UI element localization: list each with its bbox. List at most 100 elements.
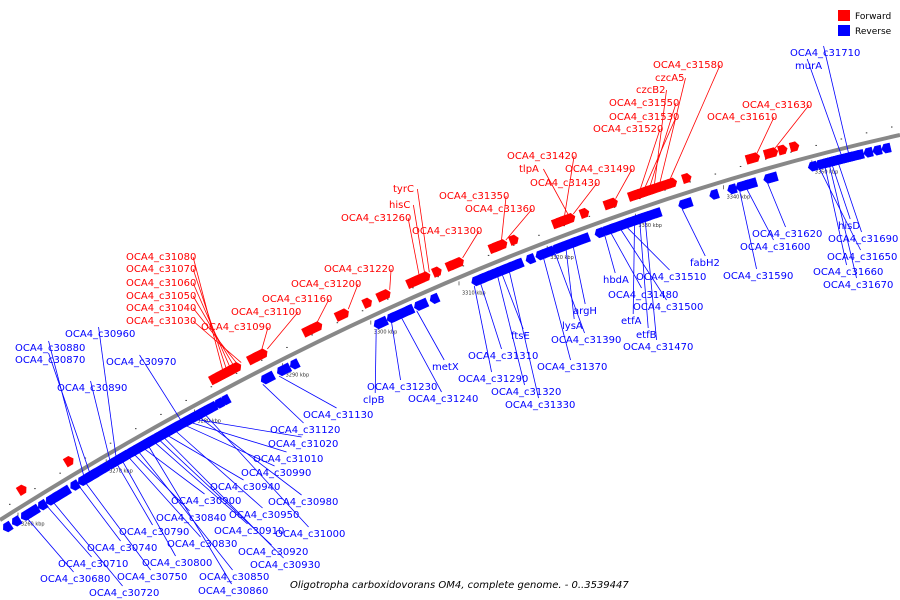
gene-feature-reverse[interactable]	[651, 207, 663, 219]
gene-feature-oca4-c31610[interactable]	[744, 152, 761, 165]
gene-label-oca4-c30800[interactable]: OCA4_c30800	[142, 558, 212, 569]
gene-label-oca4-c31690[interactable]: OCA4_c31690	[828, 234, 898, 245]
gene-feature-forward[interactable]	[311, 320, 324, 333]
gene-feature-forward[interactable]	[666, 177, 678, 189]
gene-label-oca4-c31520[interactable]: OCA4_c31520	[593, 124, 663, 135]
gene-label-oca4-c31130[interactable]: OCA4_c31130	[303, 410, 373, 421]
gene-feature-oca4-c31090[interactable]	[245, 351, 263, 366]
gene-label-oca4-c31330[interactable]: OCA4_c31330	[505, 400, 575, 411]
gene-label-oca4-c31420[interactable]: OCA4_c31420	[507, 151, 577, 162]
gene-label-oca4-c31650[interactable]: OCA4_c31650	[827, 252, 897, 263]
gene-label-oca4-c30870[interactable]: OCA4_c30870	[15, 355, 85, 366]
gene-feature-oca4-c31360[interactable]	[492, 238, 508, 253]
gene-feature-reverse[interactable]	[872, 144, 883, 156]
gene-label-oca4-c30990[interactable]: OCA4_c30990	[241, 468, 311, 479]
gene-feature-oca4-c31120[interactable]	[259, 370, 276, 385]
gene-feature-reverse[interactable]	[288, 358, 301, 371]
gene-feature-oca4-c31620[interactable]	[762, 171, 779, 184]
gene-label-hbda[interactable]: hbdA	[603, 275, 629, 286]
gene-feature-oca4-c31000[interactable]	[202, 400, 219, 416]
gene-label-hisd[interactable]: hisD	[838, 221, 860, 232]
gene-feature-reverse[interactable]	[593, 227, 606, 239]
gene-feature-forward[interactable]	[578, 207, 591, 219]
gene-label-etfa[interactable]: etfA	[621, 316, 642, 327]
gene-label-oca4-c30790[interactable]: OCA4_c30790	[119, 527, 189, 538]
gene-feature-oca4-c31030[interactable]	[226, 361, 243, 376]
gene-feature-reverse[interactable]	[59, 484, 73, 497]
gene-feature-fabh2[interactable]	[677, 197, 694, 210]
gene-label-oca4-c31610[interactable]: OCA4_c31610	[707, 112, 777, 123]
gene-feature-reverse[interactable]	[141, 436, 154, 449]
gene-label-oca4-c31040[interactable]: OCA4_c31040	[126, 303, 196, 314]
gene-label-oca4-c31710[interactable]: OCA4_c31710	[790, 48, 860, 59]
gene-feature-reverse[interactable]	[170, 420, 183, 433]
gene-feature-reverse[interactable]	[10, 515, 23, 527]
gene-label-mura[interactable]: murA	[795, 61, 822, 72]
gene-label-oca4-c31500[interactable]: OCA4_c31500	[633, 302, 703, 313]
gene-feature-reverse[interactable]	[219, 393, 232, 406]
gene-feature-reverse[interactable]	[385, 311, 398, 324]
gene-feature-forward[interactable]	[788, 141, 800, 153]
gene-label-oca4-c31070[interactable]: OCA4_c31070	[126, 264, 196, 275]
gene-label-oca4-c30830[interactable]: OCA4_c30830	[167, 539, 237, 550]
gene-feature-oca4-c30750[interactable]	[82, 468, 100, 484]
gene-label-oca4-c31470[interactable]: OCA4_c31470	[623, 342, 693, 353]
gene-label-oca4-c31000[interactable]: OCA4_c31000	[275, 529, 345, 540]
gene-label-oca4-c30920[interactable]: OCA4_c30920	[238, 547, 308, 558]
gene-feature-forward[interactable]	[361, 297, 374, 309]
gene-label-oca4-c30840[interactable]: OCA4_c30840	[156, 513, 226, 524]
gene-label-oca4-c31320[interactable]: OCA4_c31320	[491, 387, 561, 398]
gene-feature-reverse[interactable]	[127, 444, 140, 457]
gene-label-etfb[interactable]: etfB	[636, 330, 657, 341]
gene-label-oca4-c30740[interactable]: OCA4_c30740	[87, 543, 157, 554]
gene-label-tlpa[interactable]: tlpA	[519, 164, 539, 175]
gene-label-oca4-c31100[interactable]: OCA4_c31100	[231, 307, 301, 318]
gene-feature-oca4-c31260[interactable]	[405, 275, 422, 290]
gene-feature-reverse[interactable]	[534, 249, 547, 261]
gene-feature-reverse[interactable]	[863, 146, 874, 158]
gene-feature-metx[interactable]	[413, 297, 430, 312]
gene-feature-reverse[interactable]	[807, 160, 819, 172]
gene-label-oca4-c31300[interactable]: OCA4_c31300	[412, 226, 482, 237]
gene-label-oca4-c31370[interactable]: OCA4_c31370	[537, 362, 607, 373]
gene-feature-forward[interactable]	[444, 260, 457, 272]
gene-label-oca4-c31580[interactable]: OCA4_c31580	[653, 60, 723, 71]
gene-feature-oca4-c31200[interactable]	[333, 307, 351, 322]
gene-feature-oca4-c31490[interactable]	[602, 197, 619, 211]
gene-label-oca4-c30940[interactable]: OCA4_c30940	[210, 482, 280, 493]
gene-feature-reverse[interactable]	[19, 509, 32, 522]
gene-label-oca4-c31360[interactable]: OCA4_c31360	[465, 204, 535, 215]
gene-label-oca4-c30720[interactable]: OCA4_c30720	[89, 588, 159, 599]
gene-feature-reverse[interactable]	[726, 183, 738, 195]
gene-label-oca4-c31310[interactable]: OCA4_c31310	[468, 351, 538, 362]
gene-feature-forward[interactable]	[777, 144, 788, 156]
gene-label-oca4-c30890[interactable]: OCA4_c30890	[57, 383, 127, 394]
gene-label-oca4-c31220[interactable]: OCA4_c31220	[324, 264, 394, 275]
gene-feature-oca4-c31430[interactable]	[559, 212, 576, 226]
gene-feature-forward[interactable]	[62, 455, 75, 468]
gene-label-oca4-c31090[interactable]: OCA4_c31090	[201, 322, 271, 333]
gene-label-oca4-c31480[interactable]: OCA4_c31480	[608, 290, 678, 301]
gene-feature-oca4-c31130[interactable]	[275, 362, 293, 377]
gene-feature-reverse[interactable]	[579, 232, 591, 245]
gene-label-czca5[interactable]: czcA5	[655, 73, 684, 84]
gene-label-oca4-c30750[interactable]: OCA4_c30750	[117, 572, 187, 583]
gene-label-oca4-c31350[interactable]: OCA4_c31350	[439, 191, 509, 202]
gene-label-lysa[interactable]: lysA	[562, 321, 583, 332]
gene-feature-reverse[interactable]	[708, 188, 720, 200]
gene-label-hisc[interactable]: hisC	[389, 200, 410, 211]
gene-label-oca4-c31620[interactable]: OCA4_c31620	[752, 229, 822, 240]
gene-label-oca4-c30860[interactable]: OCA4_c30860	[198, 586, 268, 597]
gene-label-fabh2[interactable]: fabH2	[690, 258, 720, 269]
gene-label-oca4-c30850[interactable]: OCA4_c30850	[199, 572, 269, 583]
gene-feature-oca4-c31630[interactable]	[762, 147, 779, 160]
gene-feature-reverse[interactable]	[104, 457, 117, 470]
gene-feature-reverse[interactable]	[428, 292, 441, 305]
gene-label-tyrc[interactable]: tyrC	[393, 184, 414, 195]
gene-label-oca4-c30900[interactable]: OCA4_c30900	[171, 496, 241, 507]
gene-label-clpb[interactable]: clpB	[363, 395, 385, 406]
gene-label-oca4-c31430[interactable]: OCA4_c31430	[530, 178, 600, 189]
gene-label-oca4-c31050[interactable]: OCA4_c31050	[126, 291, 196, 302]
gene-label-oca4-c31490[interactable]: OCA4_c31490	[565, 164, 635, 175]
gene-label-oca4-c31390[interactable]: OCA4_c31390	[551, 335, 621, 346]
